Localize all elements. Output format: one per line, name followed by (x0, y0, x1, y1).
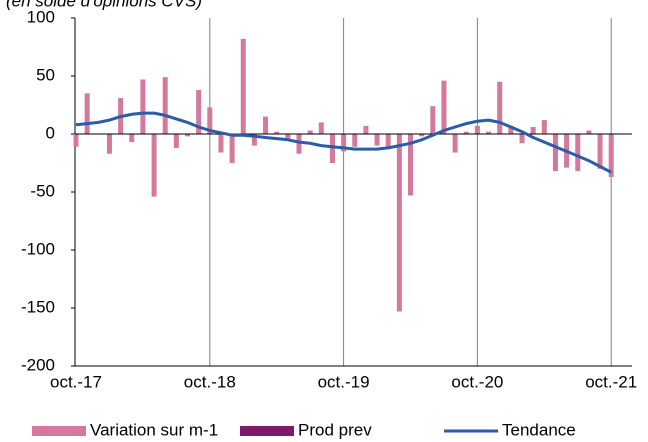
bar (73, 134, 79, 147)
bar (352, 134, 358, 147)
bar (207, 107, 213, 134)
bar (474, 125, 480, 134)
chart-subtitle: (en solde d'opinions CVS) (6, 0, 202, 10)
bar (140, 79, 146, 134)
bar (173, 134, 179, 148)
bar (419, 134, 425, 137)
bar (463, 131, 469, 134)
x-tick-label: oct.-20 (451, 372, 503, 391)
x-tick-label: oct.-17 (50, 372, 102, 391)
y-tick-label: -50 (30, 181, 55, 200)
bar (229, 134, 235, 163)
bar (541, 120, 547, 134)
y-tick-label: -200 (21, 355, 55, 374)
x-tick-label: oct.-19 (318, 372, 370, 391)
bar (608, 134, 614, 177)
trend-line (75, 111, 612, 174)
bar (575, 134, 581, 172)
bar (396, 134, 402, 312)
bar (329, 134, 335, 163)
bar (530, 127, 536, 134)
bar (151, 134, 157, 197)
bar (385, 134, 391, 150)
x-tick-label: oct.-21 (585, 372, 637, 391)
y-tick-label: -100 (21, 239, 55, 258)
bar (185, 134, 190, 137)
bar (430, 106, 436, 134)
bar (597, 134, 603, 169)
legend-label: Prod prev (298, 420, 372, 439)
y-tick-label: 50 (36, 65, 55, 84)
y-tick-label: 0 (46, 123, 55, 142)
bar (129, 134, 135, 143)
bar (196, 89, 202, 134)
bar (552, 134, 558, 172)
legend-label: Tendance (502, 420, 576, 439)
y-tick-label: -150 (21, 297, 55, 316)
bar (285, 134, 291, 140)
legend-swatch (32, 426, 86, 436)
bar (263, 116, 269, 134)
bar (508, 125, 514, 134)
bar (218, 134, 224, 153)
bar (162, 77, 168, 134)
legend-swatch (240, 426, 294, 436)
bar (106, 134, 112, 154)
legend-label: Variation sur m-1 (90, 420, 218, 439)
bar (274, 131, 280, 134)
x-tick-label: oct.-18 (184, 372, 236, 391)
bar (296, 134, 302, 154)
bar (586, 130, 592, 134)
bar (363, 125, 369, 134)
bar (497, 81, 503, 134)
bar (486, 131, 492, 134)
bar (408, 134, 413, 196)
bar (240, 38, 246, 134)
bar (84, 93, 90, 134)
bar (374, 134, 380, 146)
bar (307, 130, 313, 134)
bar (251, 134, 257, 146)
bar (341, 134, 347, 152)
bar (519, 134, 525, 144)
y-tick-label: 100 (27, 7, 55, 26)
bar (452, 134, 458, 153)
bar (318, 122, 324, 134)
bar (441, 80, 447, 134)
